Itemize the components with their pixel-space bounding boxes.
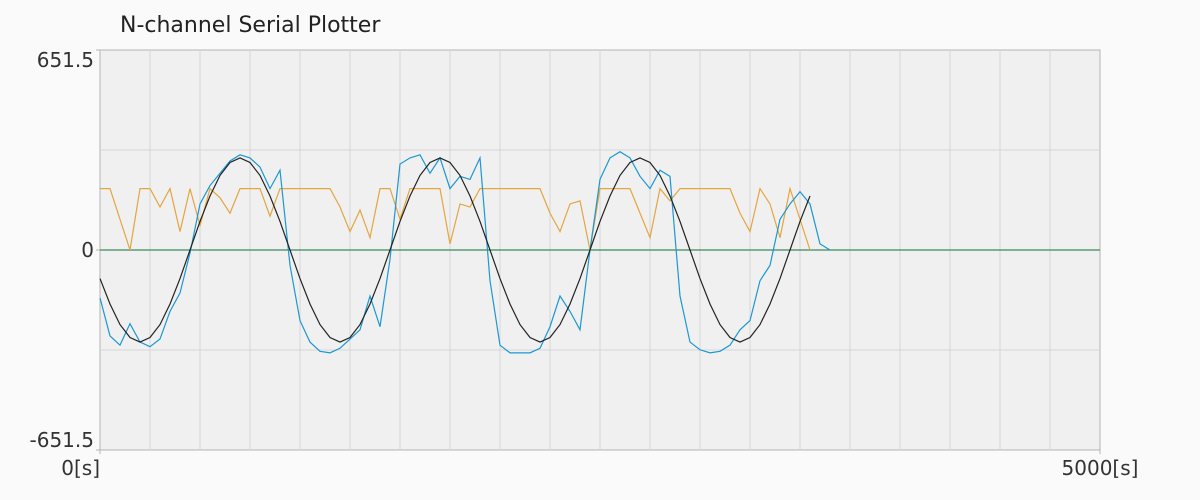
x-tick-label: 5000[s] xyxy=(1062,456,1139,480)
series-line xyxy=(100,186,811,251)
series-line xyxy=(99,157,811,343)
x-tick-label: 0[s] xyxy=(61,456,100,480)
chart-title: N-channel Serial Plotter xyxy=(120,13,381,38)
y-tick-label: 0 xyxy=(81,238,94,262)
series-line xyxy=(99,151,831,354)
y-tick-label: 651.5 xyxy=(37,48,94,72)
y-tick-label: -651.5 xyxy=(30,428,94,452)
